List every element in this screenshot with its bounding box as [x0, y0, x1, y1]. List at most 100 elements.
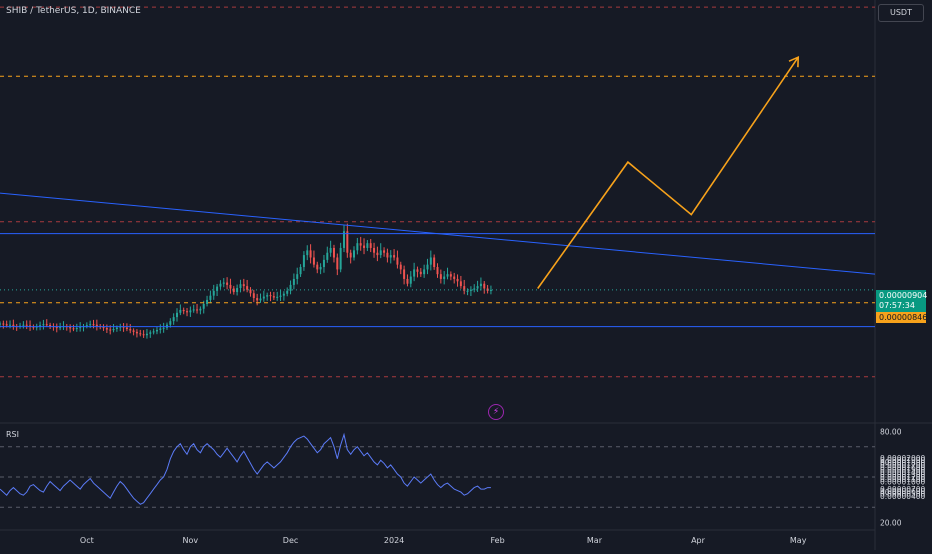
candle-body — [69, 327, 72, 329]
candle-body — [312, 257, 315, 265]
candle-body — [176, 312, 179, 318]
candle-body — [42, 324, 45, 326]
currency-button[interactable]: USDT — [878, 4, 924, 22]
candle-body — [449, 274, 452, 277]
time-tick-label: Nov — [183, 536, 199, 545]
candle-body — [266, 295, 269, 297]
candle-body — [112, 329, 115, 331]
candle-body — [433, 257, 436, 268]
candle-body — [172, 317, 175, 322]
rsi-tick-label: 40.00 — [880, 488, 902, 497]
candle-body — [55, 327, 58, 329]
candle-body — [212, 290, 215, 296]
candle-body — [22, 324, 25, 326]
candle-body — [416, 269, 419, 272]
candle-body — [105, 328, 108, 330]
price-tick-label: 0.00002000 — [880, 454, 926, 463]
candle-body — [473, 288, 476, 290]
candle-body — [359, 243, 362, 246]
price-tick-label: 0.00001500 — [880, 466, 926, 475]
candle-body — [216, 286, 219, 291]
price-tick-label: 0.00001300 — [880, 470, 926, 479]
candle-body — [179, 309, 182, 313]
lightning-icon[interactable]: ⚡ — [488, 404, 504, 420]
candle-body — [202, 303, 205, 309]
candle-body — [319, 267, 322, 270]
candle-body — [439, 274, 442, 279]
candle-body — [396, 257, 399, 265]
candle-body — [269, 295, 272, 297]
candle-body — [89, 324, 92, 326]
candle-body — [162, 327, 165, 329]
candle-body — [279, 295, 282, 297]
candle-body — [232, 288, 235, 293]
candle-body — [29, 325, 32, 327]
price-tick-label: 0.00001600 — [880, 463, 926, 472]
candle-body — [282, 293, 285, 296]
candle-body — [296, 274, 299, 279]
candle-body — [419, 271, 422, 275]
candle-body — [446, 274, 449, 277]
candle-body — [159, 328, 162, 330]
candle-body — [393, 255, 396, 258]
rsi-tick-label: 20.00 — [880, 518, 902, 527]
candle-body — [289, 284, 292, 291]
candle-body — [272, 296, 275, 298]
time-tick-label: May — [790, 536, 807, 545]
price-tick-label: 0.00001400 — [880, 468, 926, 477]
candle-body — [423, 269, 426, 275]
candle-body — [206, 299, 209, 304]
candle-body — [369, 243, 372, 248]
candle-body — [139, 333, 142, 335]
price-tick-label: 0.00000500 — [880, 490, 926, 499]
projection-arrowhead — [788, 55, 800, 68]
candle-body — [373, 247, 376, 253]
candle-body — [346, 231, 349, 253]
price-tick-label: 0.00000400 — [880, 492, 926, 501]
descending-trendline — [0, 192, 876, 275]
candle-body — [229, 284, 232, 289]
rsi-tick-label: 80.00 — [880, 428, 902, 437]
price-tick-label: 0.00001100 — [880, 475, 926, 484]
candle-body — [2, 323, 5, 325]
candle-body — [292, 278, 295, 285]
symbol-title: SHIB / TetherUS, 1D, BINANCE — [6, 6, 141, 16]
candle-body — [413, 269, 416, 277]
candle-body — [389, 255, 392, 258]
candle-body — [386, 252, 389, 258]
candle-body — [219, 283, 222, 287]
candle-body — [356, 243, 359, 251]
candle-body — [379, 250, 382, 256]
price-tick-label: 0.00000700 — [880, 485, 926, 494]
candle-body — [209, 295, 212, 300]
candle-body — [276, 296, 279, 298]
rsi-title: RSI — [6, 430, 19, 439]
candle-body — [155, 329, 158, 332]
candle-body — [149, 332, 152, 334]
candle-body — [403, 269, 406, 279]
candle-body — [9, 324, 12, 326]
candle-body — [399, 264, 402, 270]
candle-body — [262, 296, 265, 299]
candle-body — [142, 334, 145, 336]
candle-body — [339, 247, 342, 270]
candle-body — [483, 283, 486, 289]
candle-body — [326, 252, 329, 260]
candle-body — [95, 324, 98, 327]
candle-body — [429, 257, 432, 265]
last-price-tag: 0.00000904 07:57:34 — [876, 290, 927, 312]
candle-body — [186, 311, 189, 313]
candle-body — [486, 288, 489, 291]
candle-body — [342, 231, 345, 248]
price-tick-label: 0.00001800 — [880, 459, 926, 468]
candle-body — [85, 325, 88, 327]
candle-body — [366, 243, 369, 248]
candle-body — [336, 257, 339, 270]
price-tick-label: 0.00000600 — [880, 487, 926, 496]
candle-body — [75, 328, 78, 330]
candle-body — [466, 290, 469, 292]
candle-body — [409, 276, 412, 284]
